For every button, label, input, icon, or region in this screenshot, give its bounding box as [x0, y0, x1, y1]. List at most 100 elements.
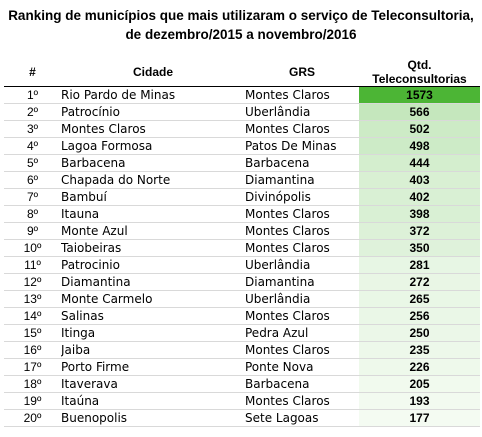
header-rank: #	[4, 58, 61, 87]
table-row: 10º Taiobeiras Montes Claros 350	[4, 239, 480, 257]
city-cell: Monte Carmelo	[61, 290, 245, 308]
grs-cell: Uberlândia	[245, 256, 359, 274]
grs-cell: Montes Claros	[245, 86, 359, 104]
qtd-cell: 256	[359, 307, 480, 325]
grs-cell: Barbacena	[245, 154, 359, 172]
rank-cell: 15º	[4, 324, 61, 342]
table-row: 16º Jaiba Montes Claros 235	[4, 341, 480, 359]
table-row: 19º Itaúna Montes Claros 193	[4, 392, 480, 410]
qtd-cell: 1573	[359, 86, 480, 104]
city-cell: Itaúna	[61, 392, 245, 410]
grs-cell: Montes Claros	[245, 307, 359, 325]
rank-cell: 14º	[4, 307, 61, 325]
rank-cell: 7º	[4, 188, 61, 206]
grs-cell: Uberlândia	[245, 103, 359, 121]
city-cell: Porto Firme	[61, 358, 245, 376]
rank-cell: 4º	[4, 137, 61, 155]
grs-cell: Montes Claros	[245, 222, 359, 240]
table-row: 12º Diamantina Diamantina 272	[4, 273, 480, 291]
qtd-cell: 403	[359, 171, 480, 189]
table-row: 11º Patrocinio Uberlândia 281	[4, 256, 480, 274]
grs-cell: Diamantina	[245, 171, 359, 189]
grs-cell: Montes Claros	[245, 392, 359, 410]
table-row: 15º Itinga Pedra Azul 250	[4, 324, 480, 342]
city-cell: Lagoa Formosa	[61, 137, 245, 155]
table-row: 7º Bambuí Divinópolis 402	[4, 188, 480, 206]
rank-cell: 2º	[4, 103, 61, 121]
table-row: 8º Itauna Montes Claros 398	[4, 205, 480, 223]
city-cell: Buenopolis	[61, 409, 245, 427]
table-row: 4º Lagoa Formosa Patos De Minas 498	[4, 137, 480, 155]
table-row: 14º Salinas Montes Claros 256	[4, 307, 480, 325]
qtd-cell: 193	[359, 392, 480, 410]
rank-cell: 3º	[4, 120, 61, 138]
qtd-cell: 402	[359, 188, 480, 206]
rank-cell: 8º	[4, 205, 61, 223]
table-body: 1º Rio Pardo de Minas Montes Claros 1573 2º P…	[4, 86, 480, 427]
report-title: Ranking de municípios que mais utilizara…	[0, 6, 482, 44]
table-row: 20º Buenopolis Sete Lagoas 177	[4, 409, 480, 427]
city-cell: Monte Azul	[61, 222, 245, 240]
qtd-cell: 350	[359, 239, 480, 257]
city-cell: Jaiba	[61, 341, 245, 359]
grs-cell: Montes Claros	[245, 120, 359, 138]
grs-cell: Montes Claros	[245, 205, 359, 223]
header-qtd: Qtd. Teleconsultorias	[359, 58, 480, 87]
rank-cell: 13º	[4, 290, 61, 308]
qtd-cell: 502	[359, 120, 480, 138]
qtd-cell: 372	[359, 222, 480, 240]
city-cell: Chapada do Norte	[61, 171, 245, 189]
table-row: 2º Patrocínio Uberlândia 566	[4, 103, 480, 121]
city-cell: Itinga	[61, 324, 245, 342]
qtd-cell: 205	[359, 375, 480, 393]
qtd-cell: 281	[359, 256, 480, 274]
city-cell: Itaverava	[61, 375, 245, 393]
rank-cell: 16º	[4, 341, 61, 359]
rank-cell: 12º	[4, 273, 61, 291]
grs-cell: Diamantina	[245, 273, 359, 291]
qtd-cell: 235	[359, 341, 480, 359]
grs-cell: Divinópolis	[245, 188, 359, 206]
table-row: 1º Rio Pardo de Minas Montes Claros 1573	[4, 86, 480, 104]
grs-cell: Montes Claros	[245, 341, 359, 359]
report-title-line-2: de dezembro/2015 a novembro/2016	[125, 27, 357, 42]
grs-cell: Ponte Nova	[245, 358, 359, 376]
rank-cell: 5º	[4, 154, 61, 172]
city-cell: Patrocínio	[61, 103, 245, 121]
city-cell: Patrocinio	[61, 256, 245, 274]
grs-cell: Barbacena	[245, 375, 359, 393]
table-row: 13º Monte Carmelo Uberlândia 265	[4, 290, 480, 308]
table-row: 9º Monte Azul Montes Claros 372	[4, 222, 480, 240]
qtd-cell: 250	[359, 324, 480, 342]
city-cell: Itauna	[61, 205, 245, 223]
table-row: 17º Porto Firme Ponte Nova 226	[4, 358, 480, 376]
rank-cell: 9º	[4, 222, 61, 240]
table-row: 18º Itaverava Barbacena 205	[4, 375, 480, 393]
qtd-cell: 444	[359, 154, 480, 172]
qtd-cell: 272	[359, 273, 480, 291]
city-cell: Barbacena	[61, 154, 245, 172]
grs-cell: Montes Claros	[245, 239, 359, 257]
qtd-cell: 226	[359, 358, 480, 376]
rank-cell: 20º	[4, 409, 61, 427]
grs-cell: Uberlândia	[245, 290, 359, 308]
table-header-row: # Cidade GRS Qtd. Teleconsultorias	[4, 58, 480, 87]
city-cell: Rio Pardo de Minas	[61, 86, 245, 104]
qtd-cell: 398	[359, 205, 480, 223]
ranking-table: # Cidade GRS Qtd. Teleconsultorias 1º Rio…	[4, 58, 480, 427]
report-title-line-1: Ranking de municípios que mais utilizara…	[8, 8, 474, 23]
header-grs: GRS	[245, 58, 359, 87]
qtd-cell: 177	[359, 409, 480, 427]
rank-cell: 11º	[4, 256, 61, 274]
header-city: Cidade	[61, 58, 245, 87]
qtd-cell: 498	[359, 137, 480, 155]
table-row: 3º Montes Claros Montes Claros 502	[4, 120, 480, 138]
qtd-cell: 566	[359, 103, 480, 121]
rank-cell: 17º	[4, 358, 61, 376]
city-cell: Bambuí	[61, 188, 245, 206]
table-row: 5º Barbacena Barbacena 444	[4, 154, 480, 172]
grs-cell: Patos De Minas	[245, 137, 359, 155]
city-cell: Salinas	[61, 307, 245, 325]
rank-cell: 6º	[4, 171, 61, 189]
rank-cell: 18º	[4, 375, 61, 393]
